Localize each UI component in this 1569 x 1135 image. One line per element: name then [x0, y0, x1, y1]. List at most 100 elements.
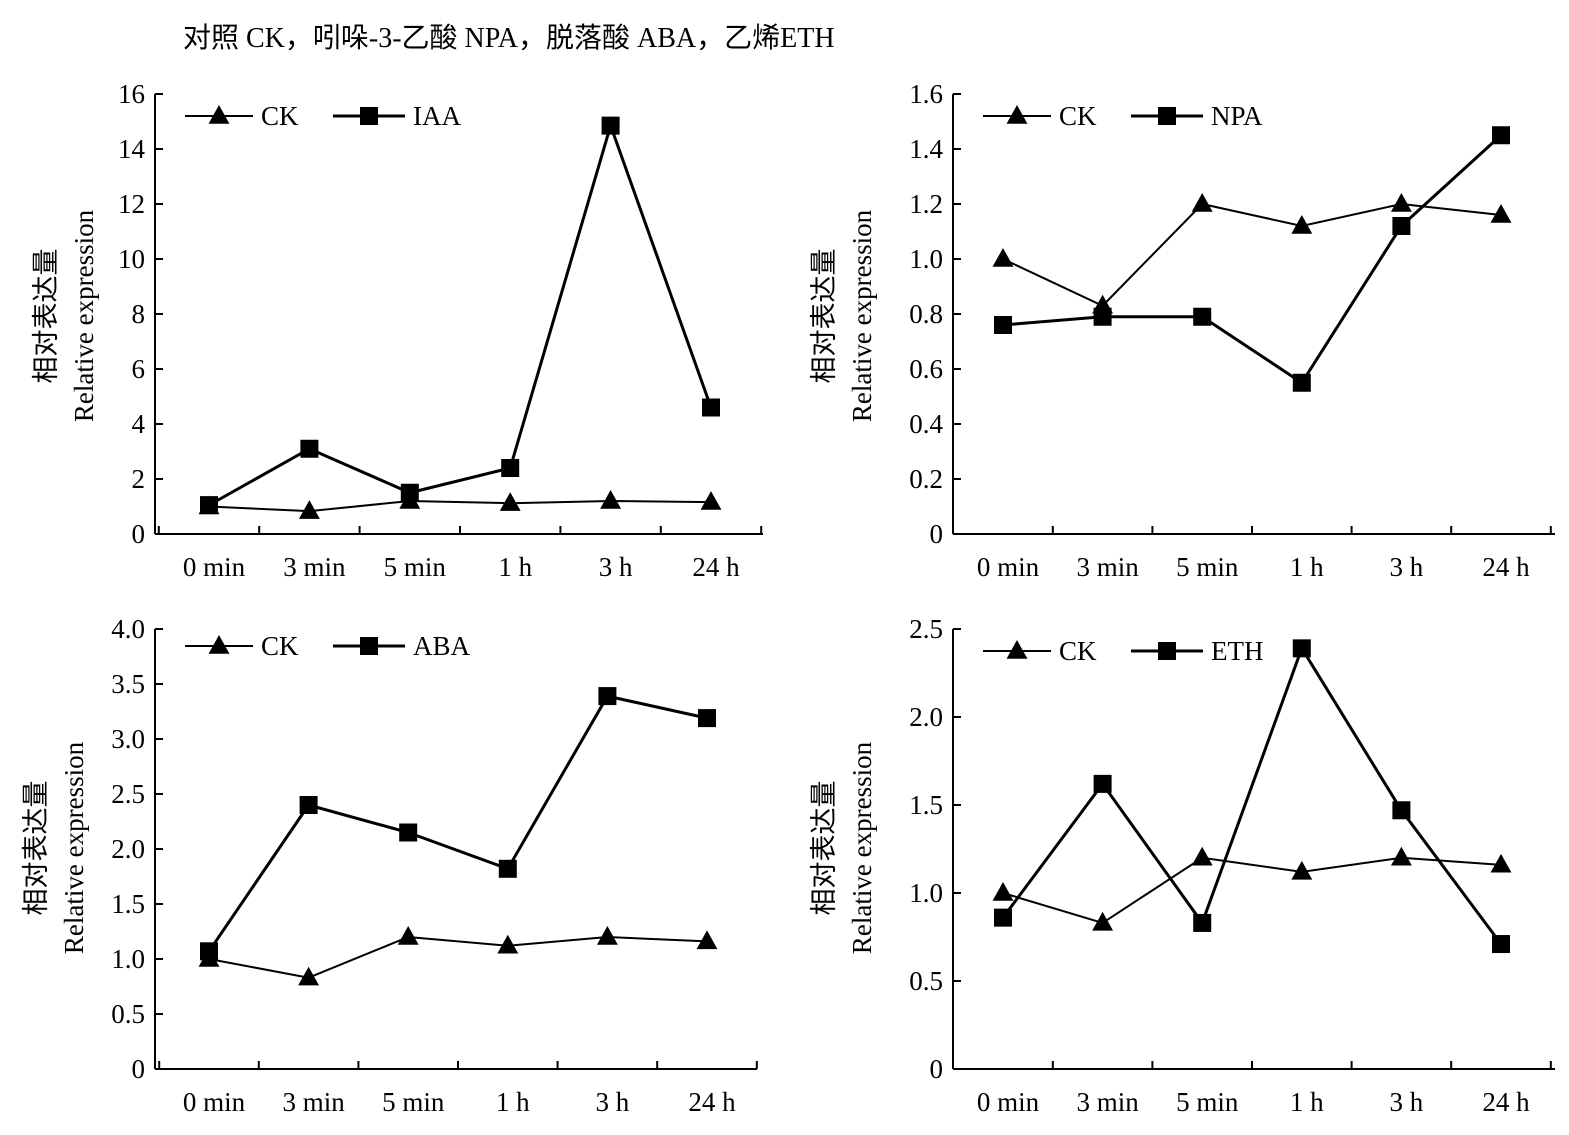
legend-marker-aba	[360, 637, 378, 655]
data-point-eth	[1492, 935, 1510, 954]
x-tick-label: 0 min	[977, 552, 1040, 582]
data-point-ck	[499, 492, 521, 511]
data-point-eth	[1193, 913, 1212, 932]
y-tick-label: 2.5	[909, 614, 943, 644]
series-line-aba	[207, 694, 708, 953]
y-tick-label: 1.5	[111, 889, 145, 919]
x-tick-label: 1 h	[496, 1087, 530, 1117]
y-tick-label: 0.5	[111, 999, 145, 1029]
data-point-ck	[1191, 846, 1213, 866]
x-tick-label: 5 min	[1176, 552, 1239, 582]
series-line-ck	[1002, 856, 1502, 925]
data-point-iaa	[501, 459, 520, 477]
x-tick-label: 0 min	[977, 1087, 1040, 1117]
y-tick-label: 0	[930, 519, 944, 549]
legend-label-eth: ETH	[1211, 636, 1263, 666]
data-point-ck	[298, 966, 320, 986]
y-tick-label: 1.6	[909, 79, 943, 109]
data-point-ck	[992, 248, 1014, 267]
legend-label-ck: CK	[1059, 101, 1097, 131]
y-tick-label: 2.0	[909, 702, 943, 732]
legend-marker-npa	[1158, 107, 1176, 125]
data-point-ck	[1291, 215, 1313, 234]
y-axis-label-zh: 相对表达量	[809, 249, 839, 384]
series-line-eth	[1001, 644, 1503, 945]
legend-label-iaa: IAA	[413, 101, 461, 131]
data-point-aba	[598, 687, 617, 706]
data-point-ck	[1191, 193, 1213, 212]
data-point-ck	[1390, 193, 1412, 212]
y-tick-label: 1.0	[909, 244, 943, 274]
x-tick-label: 0 min	[183, 552, 246, 582]
chart-panel-aba: 0 0.5 1.0 1.5 2.0 2.5 3.0 3.5 4.0 0 min 3 min 5 min…	[21, 614, 758, 1117]
y-axis-label-en: Relative expression	[59, 741, 89, 954]
y-tick-label: 0	[930, 1054, 944, 1084]
y-axis-label-zh: 相对表达量	[31, 249, 61, 384]
legend-marker-ck	[208, 635, 230, 654]
y-tick-label: 2	[132, 464, 146, 494]
y-axis-label-en: Relative expression	[69, 209, 99, 422]
x-tick-label: 3 h	[596, 1087, 630, 1117]
data-point-iaa	[601, 116, 620, 135]
data-point-iaa	[702, 398, 720, 417]
y-tick-label: 2.0	[111, 834, 145, 864]
data-point-iaa	[400, 483, 419, 502]
legend-marker-ck	[1006, 105, 1028, 124]
x-tick-label: 3 h	[1390, 552, 1424, 582]
y-tick-label: 0	[132, 1054, 146, 1084]
legend-label-ck: CK	[261, 101, 299, 131]
y-axis-label-en: Relative expression	[847, 741, 877, 954]
y-tick-label: 3.0	[111, 724, 145, 754]
series-line-ck	[208, 499, 712, 513]
y-tick-label: 4.0	[111, 614, 145, 644]
y-tick-label: 2.5	[111, 779, 145, 809]
x-tick-label: 5 min	[382, 1087, 445, 1117]
y-tick-label: 1.2	[909, 189, 943, 219]
data-point-ck	[397, 926, 419, 945]
data-point-eth	[1392, 801, 1411, 820]
y-axis-label-zh: 相对表达量	[809, 781, 839, 916]
y-tick-label: 0.5	[909, 966, 943, 996]
legend-marker-iaa	[360, 107, 378, 125]
x-tick-label: 24 h	[688, 1087, 736, 1117]
x-tick-label: 5 min	[384, 552, 447, 582]
data-point-npa	[1492, 126, 1510, 145]
data-point-ck	[600, 490, 622, 509]
x-tick-label: 3 min	[283, 552, 346, 582]
legend-marker-eth	[1158, 642, 1176, 660]
y-tick-label: 10	[118, 244, 145, 274]
data-point-ck	[1390, 846, 1412, 866]
data-point-ck	[992, 882, 1014, 901]
y-tick-label: 6	[132, 354, 146, 384]
chart-panel-eth: 0 0.5 1.0 1.5 2.0 2.5 0 min 3 min 5 min 1 h 3 h 24 …	[809, 614, 1555, 1117]
data-point-aba	[498, 859, 517, 878]
x-tick-label: 1 h	[498, 552, 532, 582]
y-tick-label: 4	[132, 409, 146, 439]
chart-panel-npa: 0 0.2 0.4 0.6 0.8 1.0 1.2 1.4 1.6 0 min 3 min 5 min…	[809, 79, 1555, 582]
x-tick-label: 3 min	[1076, 552, 1139, 582]
series-line-ck	[208, 935, 708, 979]
data-point-ck	[497, 934, 519, 954]
y-tick-label: 0.6	[909, 354, 943, 384]
x-tick-label: 1 h	[1290, 1087, 1324, 1117]
legend-label-ck: CK	[261, 631, 299, 661]
y-tick-label: 0	[132, 519, 146, 549]
data-point-iaa	[300, 439, 319, 458]
y-tick-label: 1.4	[909, 134, 943, 164]
series-line-ck	[1002, 202, 1502, 307]
series-line-iaa	[208, 120, 713, 507]
x-tick-label: 24 h	[1482, 1087, 1530, 1117]
x-tick-label: 0 min	[183, 1087, 246, 1117]
x-tick-label: 5 min	[1176, 1087, 1239, 1117]
y-tick-label: 0.2	[909, 464, 943, 494]
series-line-npa	[1002, 134, 1503, 385]
x-tick-label: 3 min	[282, 1087, 345, 1117]
y-tick-label: 0.8	[909, 299, 943, 329]
data-point-ck	[596, 926, 618, 945]
y-tick-label: 16	[118, 79, 145, 109]
data-point-ck	[1291, 860, 1313, 880]
data-point-npa	[1093, 307, 1112, 326]
x-tick-label: 3 min	[1076, 1087, 1139, 1117]
data-point-eth	[1292, 639, 1311, 658]
legend-marker-ck	[208, 105, 230, 124]
